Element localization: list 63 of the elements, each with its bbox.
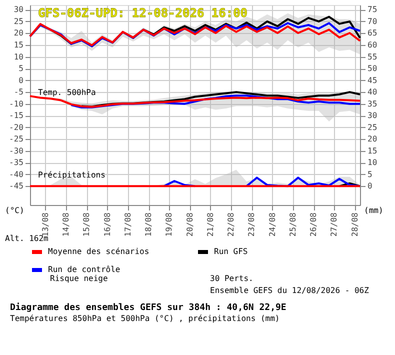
y2-tick-label: 10 [368,158,378,168]
text: (°C) [5,206,24,215]
y-tick-label: -10 [9,99,24,108]
text: (mm) [364,206,384,215]
x-tick-label: 24/08 [268,212,277,237]
y-tick-label: 10 [14,52,24,62]
x-tick-label: 25/08 [288,212,298,237]
y2-tick-label: 0 [368,182,372,191]
x-tick-label: 27/08 [330,212,339,237]
y-tick-label: -30 [9,146,24,156]
y2-tick-label: 70 [368,16,378,26]
legend-label: Moyenne des scénarios [48,247,150,256]
y2-tick-label: 30 [368,111,378,120]
y2-tick-label: 75 [368,5,378,14]
y-tick-label: 30 [14,5,24,14]
y2-tick-label: 15 [368,146,378,156]
y2-tick-label: 40 [368,88,378,97]
line-series [70,94,361,108]
annotation: Précipitations [38,170,106,180]
y-tick-label: 20 [14,28,24,38]
x-tick-label: 15/08 [82,212,92,237]
x-tick-label: 16/08 [102,212,112,237]
y-tick-label: 25 [14,16,24,26]
y-tick-label: -40 [9,170,24,179]
x-tick-label: 26/08 [309,212,318,237]
annotation: Temp. 500hPa [38,88,96,98]
text: Températures 850hPa et 500hPa (°C) , précipitations (mm) [10,314,280,323]
x-tick-label: 20/08 [185,212,194,237]
text: Ensemble GEFS du 12/08/2026 - 06Z [210,286,370,295]
y-tick-label: 15 [14,40,24,50]
x-tick-label: 14/08 [62,212,71,237]
y2-tick-label: 35 [368,99,378,108]
text: Diagramme des ensembles GEFS sur 384h : 40,6N 22,9E [10,302,286,313]
y-tick-label: -20 [9,122,24,132]
y-tick-label: -45 [9,182,24,191]
text: 30 Perts. [210,274,254,283]
y-tick-label: 0 [18,76,24,85]
y-tick-label: -25 [9,134,24,144]
y2-tick-label: 60 [368,40,378,50]
x-tick-label: 19/08 [164,212,174,237]
y-tick-label: 5 [18,64,24,74]
x-tick-label: 17/08 [123,212,132,237]
y-tick-label: -35 [9,158,24,168]
y-tick-label: -15 [9,111,24,120]
y2-tick-label: 25 [368,122,378,132]
y2-tick-label: 5 [368,170,372,179]
legend-label: Run GFS [214,247,248,256]
y2-tick-label: 65 [368,28,378,38]
y2-tick-label: 50 [368,64,378,74]
x-tick-label: 21/08 [206,212,215,237]
text: Risque neige [50,274,108,283]
x-tick-label: 18/08 [144,212,154,237]
y2-tick-label: 20 [368,134,378,144]
x-tick-label: 28/08 [350,212,360,237]
x-tick-label: 23/08 [247,212,256,237]
y2-tick-label: 45 [368,76,378,85]
y2-tick-label: 55 [368,52,378,62]
annotation: GFS-06Z-UPD: 12-08-2026 16:00 [38,6,248,20]
y-tick-label: -5 [14,88,24,97]
legend-label: Run de contrôle [48,265,120,274]
line-series [29,95,361,108]
text: Alt. 162m [5,234,49,243]
x-tick-label: 22/08 [226,212,236,237]
